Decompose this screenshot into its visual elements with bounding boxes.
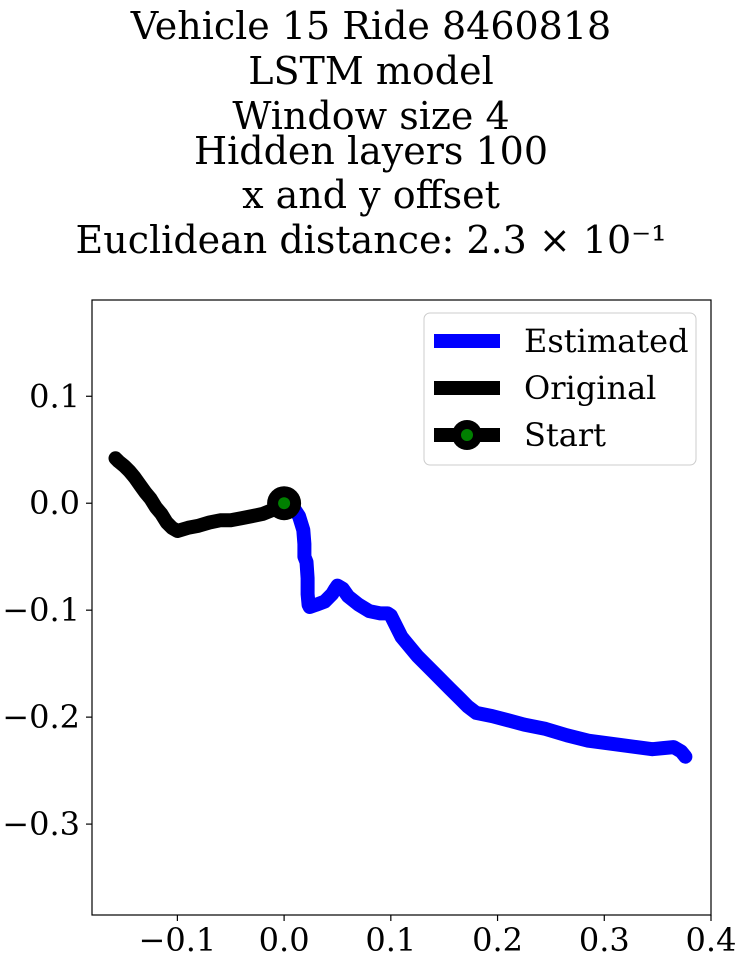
- chart-title-line-3: Window size 4: [232, 94, 510, 138]
- y-tick-label: −0.2: [2, 698, 80, 736]
- legend-start-marker-face: [461, 429, 473, 441]
- x-tick-label: 0.3: [579, 921, 630, 959]
- legend: Estimated Original Start: [423, 312, 697, 466]
- y-tick-label: −0.3: [2, 805, 80, 843]
- legend-box: [423, 312, 697, 466]
- series-line-original: [108, 451, 292, 538]
- y-tick-label: −0.1: [2, 591, 80, 629]
- series-line-estimated: [277, 496, 693, 764]
- x-tick-label: −0.1: [139, 921, 217, 959]
- chart-title-line-1: Vehicle 15 Ride 8460818: [130, 4, 612, 48]
- legend-original-label: Original: [524, 369, 656, 407]
- y-tick-label: 0.1: [29, 377, 80, 415]
- x-tick-label: 0.2: [472, 921, 523, 959]
- y-tick-label: 0.0: [29, 484, 80, 522]
- marker-layer: [267, 486, 302, 521]
- chart-title-line-6: Euclidean distance: 2.3 × 10⁻¹: [75, 218, 667, 262]
- legend-start-label: Start: [524, 416, 606, 454]
- legend-estimated-label: Estimated: [524, 322, 689, 360]
- x-tick-label: 0.0: [259, 921, 310, 959]
- axes-frame: [91, 299, 712, 916]
- x-tick-label: 0.1: [365, 921, 416, 959]
- ticks-layer: −0.1 0.0 0.1 0.2 0.3 0.4 0.1 0.0 −0.1 −0.2 −0.3: [2, 377, 736, 959]
- chart-title-line-4: Hidden layers 100: [193, 129, 549, 173]
- x-tick-label: 0.4: [686, 921, 737, 959]
- series-layer: [108, 451, 693, 764]
- chart-title-line-2: LSTM model: [248, 49, 494, 93]
- start-marker-face: [278, 497, 291, 510]
- chart-title-line-5: x and y offset: [242, 173, 500, 217]
